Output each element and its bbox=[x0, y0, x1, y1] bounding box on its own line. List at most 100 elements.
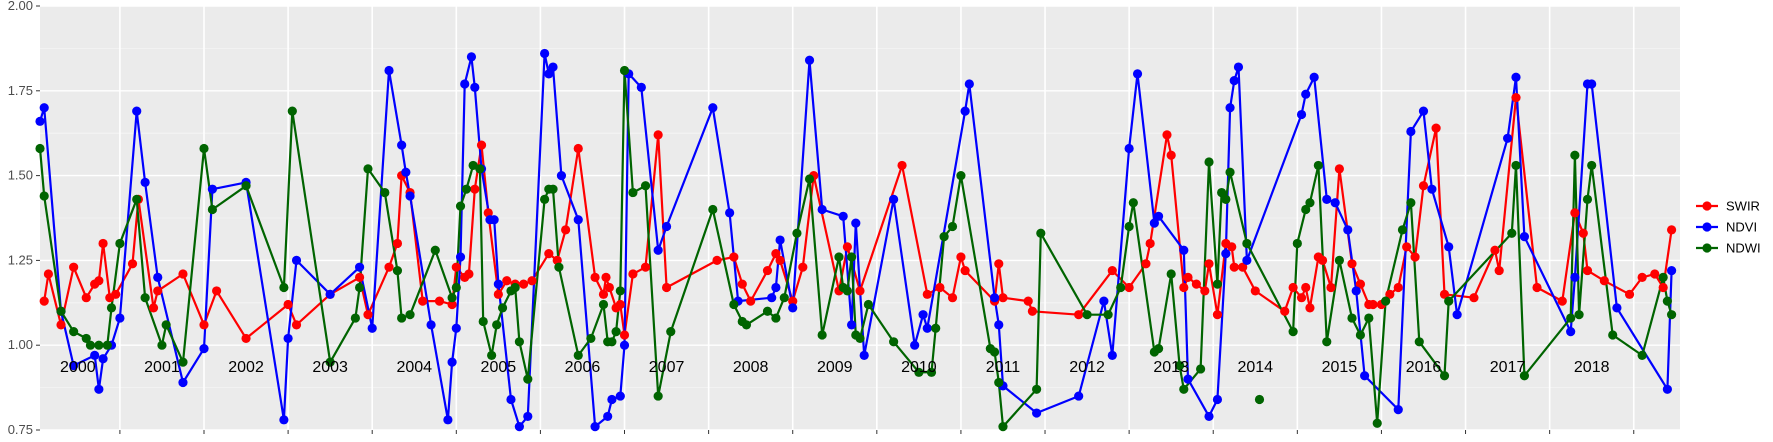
data-point-ndvi bbox=[1233, 62, 1244, 72]
data-point-swir bbox=[1347, 259, 1357, 269]
data-point-ndwi bbox=[81, 333, 91, 344]
data-point-swir bbox=[1296, 293, 1307, 303]
data-point-ndwi bbox=[804, 174, 815, 184]
data-point-ndvi bbox=[199, 343, 209, 354]
data-point-ndvi bbox=[1351, 286, 1361, 296]
data-point-ndwi bbox=[207, 204, 218, 215]
data-point-swir bbox=[1511, 92, 1521, 103]
data-point-ndvi bbox=[1587, 79, 1597, 89]
data-point-swir bbox=[1027, 306, 1038, 316]
data-point-swir bbox=[1305, 303, 1315, 313]
data-point-ndwi bbox=[666, 327, 676, 337]
y-tick-label: 1.75 bbox=[8, 83, 33, 98]
data-point-ndwi bbox=[863, 299, 874, 310]
data-point-ndwi bbox=[241, 181, 251, 191]
data-point-ndvi bbox=[1032, 408, 1042, 418]
year-label: 2007 bbox=[649, 359, 685, 376]
data-point-ndwi bbox=[1179, 384, 1189, 394]
data-point-ndwi bbox=[287, 106, 297, 116]
data-point-swir bbox=[39, 296, 49, 306]
data-point-swir bbox=[98, 238, 108, 249]
data-point-ndwi bbox=[1381, 296, 1391, 306]
data-point-ndvi bbox=[1662, 384, 1672, 394]
data-point-swir bbox=[1183, 272, 1193, 282]
data-point-swir bbox=[291, 320, 302, 330]
year-label: 2008 bbox=[733, 359, 769, 376]
data-point-swir bbox=[573, 143, 583, 154]
data-point-swir bbox=[1212, 310, 1223, 320]
data-point-swir bbox=[1229, 262, 1239, 272]
data-point-ndwi bbox=[430, 245, 440, 255]
data-point-ndwi bbox=[1292, 238, 1302, 249]
data-point-ndwi bbox=[354, 282, 365, 293]
data-point-swir bbox=[384, 262, 394, 272]
data-point-swir bbox=[1431, 123, 1441, 133]
data-point-ndvi bbox=[636, 82, 646, 93]
data-point-ndwi bbox=[607, 337, 617, 347]
data-point-ndvi bbox=[964, 79, 974, 89]
data-point-swir bbox=[601, 272, 611, 282]
data-point-ndwi bbox=[1355, 330, 1366, 340]
data-point-swir bbox=[1301, 282, 1311, 293]
data-point-swir bbox=[604, 282, 614, 293]
data-point-swir bbox=[363, 310, 373, 320]
data-point-swir bbox=[1624, 289, 1635, 299]
data-point-swir bbox=[153, 286, 163, 296]
data-point-swir bbox=[1599, 276, 1609, 286]
data-point-swir bbox=[1410, 252, 1420, 262]
data-point-ndwi bbox=[1662, 296, 1672, 306]
data-point-ndvi bbox=[455, 252, 466, 262]
data-point-ndvi bbox=[708, 103, 718, 113]
data-point-ndwi bbox=[741, 320, 752, 330]
year-label: 2010 bbox=[901, 359, 937, 376]
data-point-ndwi bbox=[1608, 330, 1618, 340]
data-point-ndvi bbox=[653, 245, 663, 255]
data-point-ndvi bbox=[603, 411, 613, 422]
data-point-swir bbox=[1469, 293, 1479, 303]
data-point-swir bbox=[1191, 279, 1202, 289]
year-label: 2000 bbox=[60, 359, 96, 376]
data-point-ndvi bbox=[590, 422, 600, 432]
data-point-ndvi bbox=[1179, 245, 1189, 255]
data-point-ndvi bbox=[35, 116, 45, 126]
data-point-ndwi bbox=[478, 316, 488, 327]
data-point-swir bbox=[1250, 286, 1260, 296]
data-point-ndwi bbox=[161, 320, 171, 330]
data-point-ndvi bbox=[1570, 272, 1580, 282]
data-point-swir bbox=[1124, 282, 1134, 293]
data-point-ndvi bbox=[451, 323, 461, 333]
data-point-ndwi bbox=[1322, 337, 1332, 347]
data-point-swir bbox=[712, 255, 722, 265]
data-point-ndvi bbox=[1418, 106, 1429, 116]
data-point-ndwi bbox=[475, 164, 485, 174]
data-point-ndvi bbox=[661, 221, 672, 232]
data-point-swir bbox=[1418, 181, 1429, 191]
data-point-swir bbox=[935, 282, 945, 293]
data-point-swir bbox=[1402, 242, 1412, 252]
data-point-swir bbox=[998, 293, 1008, 303]
data-point-ndwi bbox=[1519, 371, 1530, 381]
year-label: 2002 bbox=[228, 359, 264, 376]
data-point-ndwi bbox=[762, 306, 773, 316]
data-point-swir bbox=[1355, 279, 1366, 289]
data-point-ndwi bbox=[1103, 310, 1113, 320]
data-point-ndvi bbox=[1393, 405, 1403, 415]
data-point-ndvi bbox=[1099, 296, 1109, 306]
data-point-ndwi bbox=[1082, 310, 1092, 320]
data-point-swir bbox=[598, 289, 609, 299]
data-point-ndwi bbox=[615, 286, 625, 296]
data-point-ndwi bbox=[1124, 221, 1134, 232]
legend-label-ndvi: NDVI bbox=[1726, 220, 1757, 235]
data-point-ndwi bbox=[1372, 418, 1382, 428]
data-point-ndvi bbox=[1519, 232, 1530, 242]
data-point-ndvi bbox=[767, 293, 777, 303]
data-point-ndwi bbox=[956, 171, 966, 181]
data-point-ndvi bbox=[725, 208, 735, 218]
year-label: 2017 bbox=[1490, 359, 1526, 376]
data-point-ndwi bbox=[729, 299, 739, 310]
data-point-ndvi bbox=[1511, 72, 1521, 82]
data-point-swir bbox=[1179, 282, 1189, 293]
data-point-ndwi bbox=[1212, 279, 1223, 289]
data-point-swir bbox=[502, 276, 512, 286]
data-point-ndwi bbox=[199, 143, 209, 154]
